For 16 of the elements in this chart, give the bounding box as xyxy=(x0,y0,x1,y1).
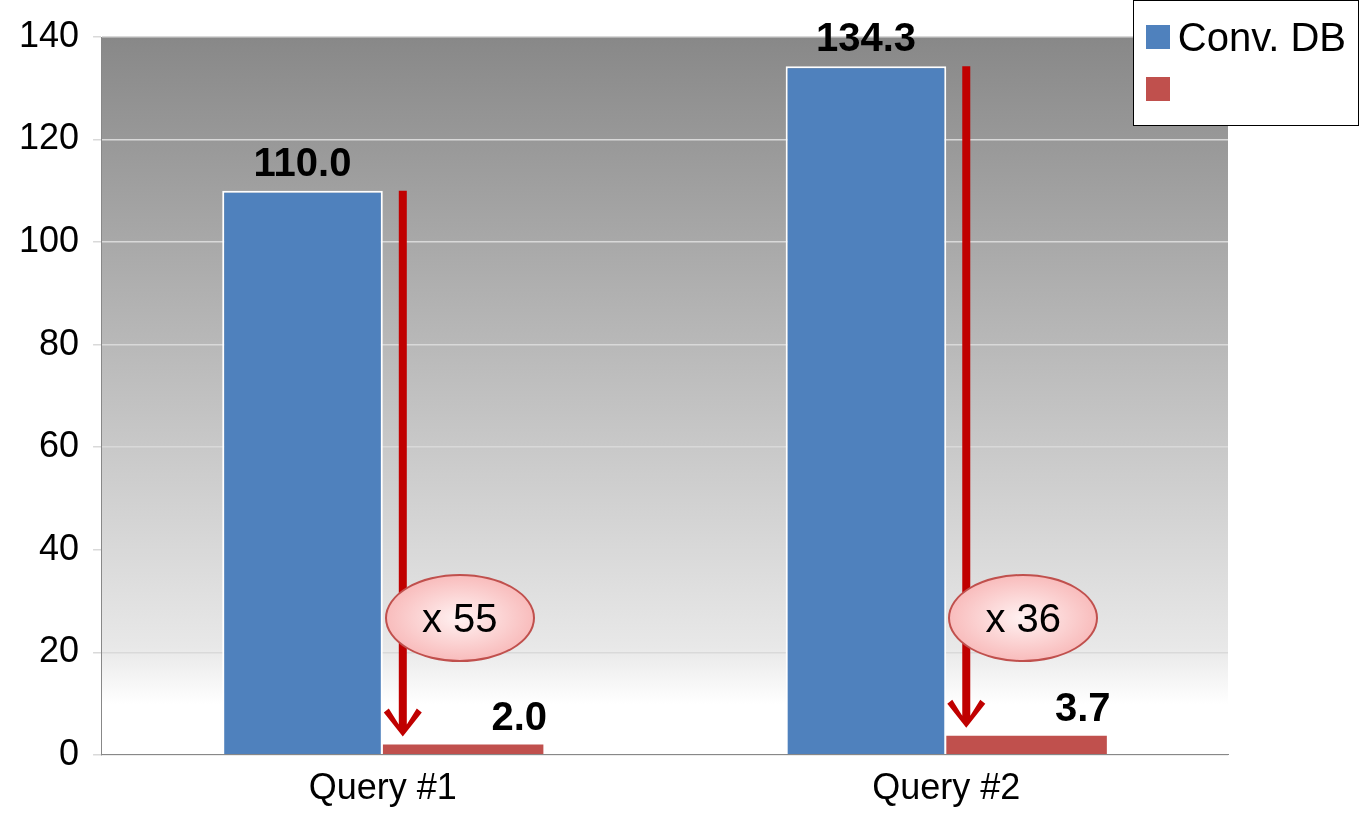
annotation: x 36 xyxy=(948,574,1099,663)
y-tick-label: 20 xyxy=(39,629,80,671)
x-tick-label: Query #2 xyxy=(872,766,1021,808)
y-tick-label: 120 xyxy=(18,116,80,158)
legend-label: Conv. DB xyxy=(1176,13,1346,61)
data-label: 110.0 xyxy=(253,139,352,184)
annotation: x 55 xyxy=(384,574,535,663)
y-tick-label: 100 xyxy=(18,219,80,261)
y-tick-label: 40 xyxy=(39,526,80,568)
y-tick-label: 0 xyxy=(59,731,80,773)
y-tick-label: 80 xyxy=(39,321,80,363)
y-tick-label: 60 xyxy=(39,424,80,466)
data-label: 3.7 xyxy=(1054,684,1111,729)
y-tick-label: 140 xyxy=(18,13,80,55)
data-label: 2.0 xyxy=(491,693,548,738)
x-tick-label: Query #1 xyxy=(308,766,457,808)
